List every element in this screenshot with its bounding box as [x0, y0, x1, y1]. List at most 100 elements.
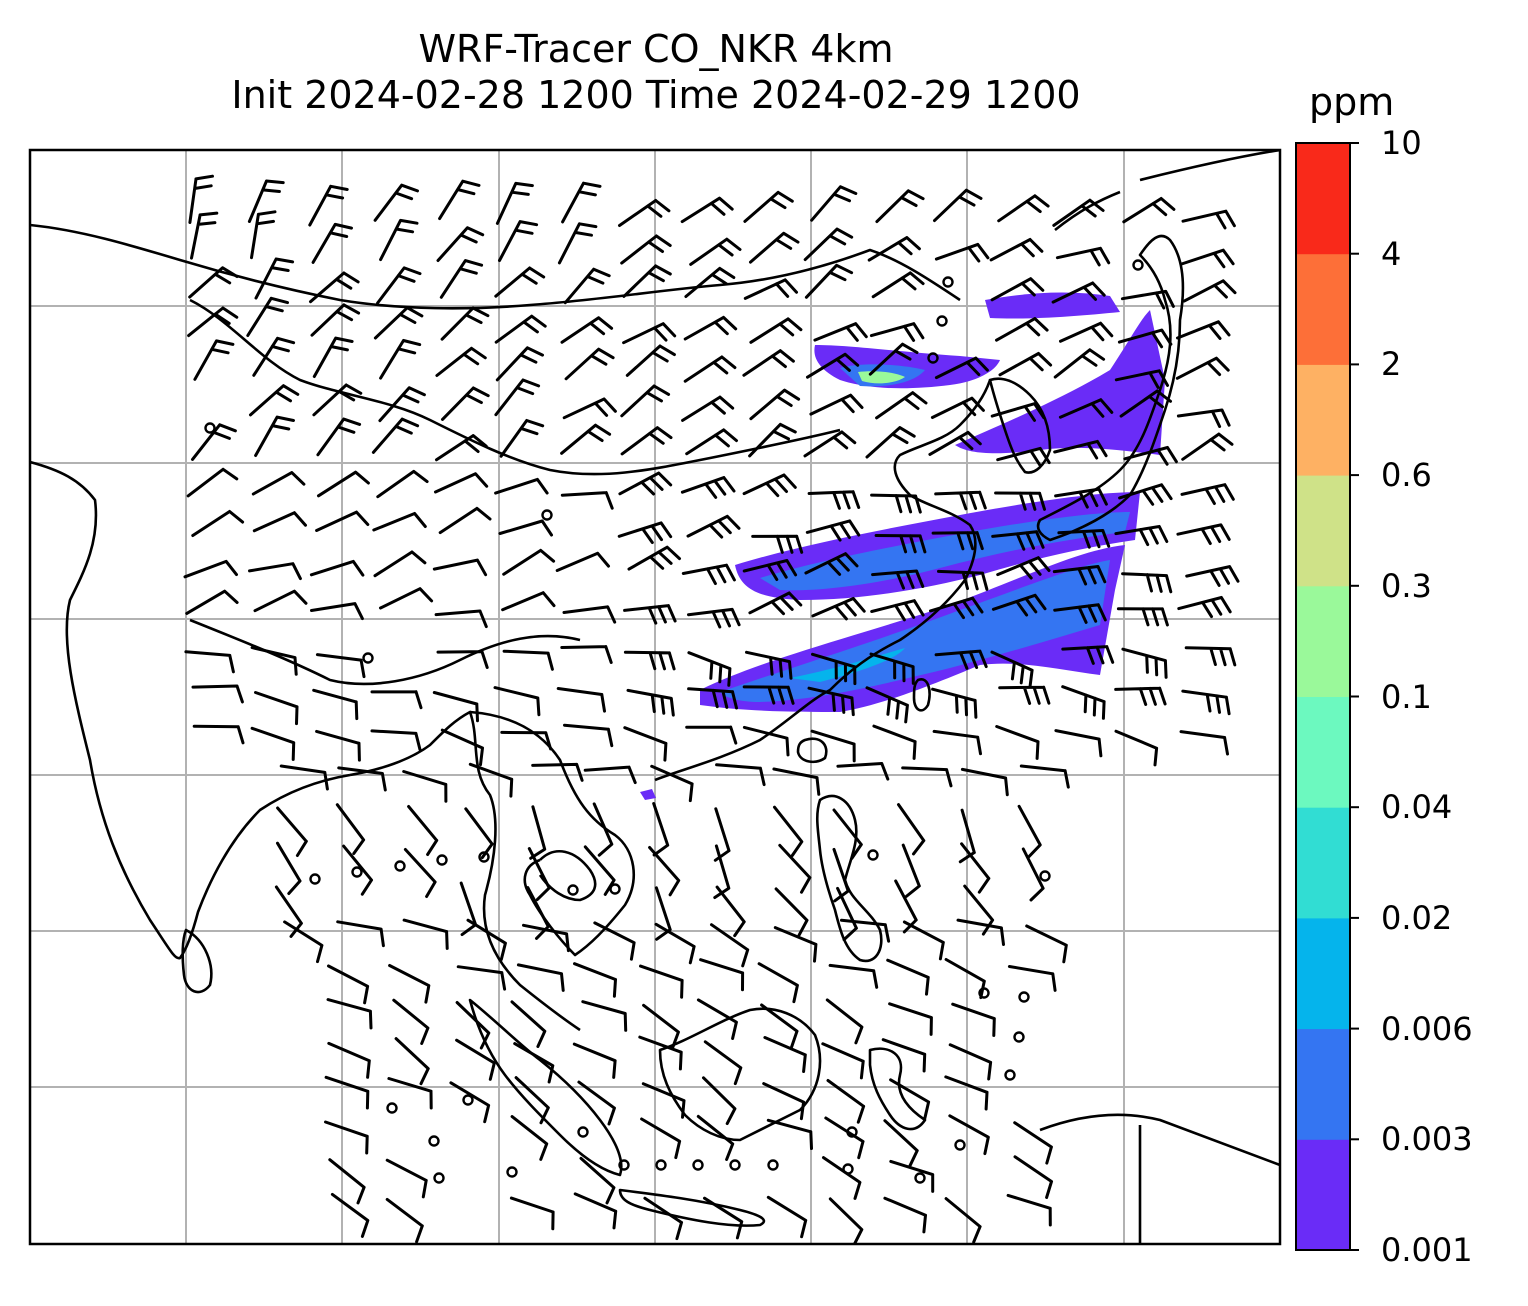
wind-barb [828, 1197, 864, 1244]
wind-barb [888, 1002, 933, 1036]
wind-barb [933, 188, 983, 223]
wind-barb [686, 514, 741, 539]
wind-calm-marker [362, 652, 374, 664]
wind-barb [685, 428, 738, 456]
wind-barb [311, 222, 353, 264]
wind-barb [749, 388, 801, 421]
wind-barb [743, 278, 798, 300]
wind-calm-marker [954, 1139, 966, 1151]
wind-calm-marker [309, 873, 321, 885]
wind-calm-marker [867, 849, 879, 861]
wind-barb [1118, 483, 1173, 506]
colorbar-segment [1296, 585, 1350, 697]
colorbar-tick-label: 0.001 [1381, 1231, 1473, 1269]
wind-barb [944, 958, 986, 1000]
wind-barb [500, 730, 553, 751]
wind-barb [648, 846, 681, 897]
wind-barb [996, 556, 1051, 580]
wind-barb [710, 923, 750, 968]
wind-barb [592, 802, 614, 857]
wind-barb [745, 650, 793, 680]
wind-barb [283, 920, 324, 964]
wind-barb [760, 1003, 799, 1049]
wind-barb [757, 962, 799, 1004]
wind-barb [1054, 487, 1108, 509]
wind-barb [438, 179, 481, 221]
wind-barb [620, 234, 672, 265]
wind-barb [778, 843, 812, 894]
wind-barb [934, 490, 987, 511]
wind-calm-marker [1004, 1069, 1016, 1081]
wind-barb [948, 1114, 990, 1156]
wind-barb [502, 548, 556, 576]
wind-barb [640, 1117, 682, 1160]
wind-barb [254, 415, 295, 457]
wind-barb [813, 322, 868, 342]
wind-barb [958, 808, 976, 864]
wind-barb [804, 552, 859, 576]
wind-barb [1114, 729, 1159, 767]
wind-barb [385, 1158, 428, 1199]
wind-barb [250, 646, 298, 676]
wind-barb [804, 263, 854, 299]
wind-barb [315, 510, 370, 532]
wind-barb [870, 599, 925, 622]
wind-barb [312, 336, 354, 378]
wind-calm-marker [577, 1126, 589, 1138]
wind-barb [865, 426, 916, 459]
wind-barb [1180, 483, 1235, 505]
colorbar-tick-label: 0.3 [1381, 566, 1432, 605]
wind-barb [618, 471, 673, 496]
wind-barb [572, 1042, 617, 1079]
colorbar-segment [1296, 475, 1350, 587]
wind-barb [309, 559, 365, 577]
wind-barb [464, 807, 494, 860]
wind-barb [996, 446, 1051, 467]
wind-barb [513, 1042, 555, 1084]
colorbar-segment [1296, 807, 1350, 919]
wind-barb [557, 222, 598, 265]
wind-barb [1052, 198, 1105, 227]
wind-barb [188, 174, 214, 224]
wind-barb [563, 267, 611, 305]
wind-barb [889, 1159, 935, 1193]
wind-barb [499, 419, 545, 458]
wind-barb [252, 336, 296, 377]
wind-barb [1123, 446, 1178, 466]
wind-barb [251, 471, 306, 496]
wind-barb [803, 430, 857, 458]
wind-barb [807, 686, 855, 717]
colorbar-tick-label: 4 [1381, 234, 1402, 273]
wind-barb [1051, 281, 1106, 304]
coastline-korea [988, 377, 1052, 474]
wind-barb [995, 317, 1049, 342]
wind-barb [867, 236, 921, 262]
wind-barb [330, 1192, 370, 1238]
wind-barb [516, 963, 565, 992]
wind-barb [944, 1075, 989, 1111]
wind-barb [498, 519, 553, 537]
wind-barb [869, 652, 915, 685]
wind-barb [1121, 572, 1173, 594]
wind-barb [803, 227, 854, 262]
wind-barb [774, 887, 809, 937]
wind-barb [620, 426, 673, 456]
colorbar [1295, 142, 1359, 1251]
wind-barb [620, 384, 671, 418]
wind-barb [308, 184, 349, 227]
wind-barb [188, 266, 239, 299]
wind-calm-marker [1018, 991, 1030, 1003]
title-line-1: WRF-Tracer CO_NKR 4km [418, 27, 894, 71]
colorbar-tick-label: 10 [1381, 124, 1422, 162]
wind-barb [995, 725, 1040, 760]
wind-barb [376, 266, 422, 305]
wind-calm-marker [394, 860, 406, 872]
wind-barb [875, 189, 925, 224]
wind-calm-marker [609, 883, 621, 895]
coastline-hainan [796, 737, 828, 764]
wind-barb [828, 963, 879, 989]
wind-barb [641, 1082, 686, 1119]
wind-barb [317, 470, 370, 498]
wind-calm-marker [914, 1172, 926, 1184]
wind-calm-marker [478, 851, 490, 863]
